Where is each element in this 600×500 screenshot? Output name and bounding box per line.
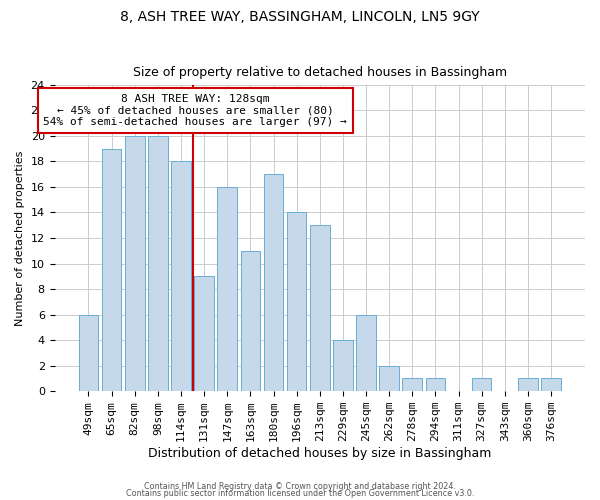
Bar xyxy=(403,378,422,391)
Text: 8 ASH TREE WAY: 128sqm
← 45% of detached houses are smaller (80)
54% of semi-det: 8 ASH TREE WAY: 128sqm ← 45% of detached… xyxy=(43,94,347,127)
Bar xyxy=(518,378,538,391)
Bar xyxy=(79,314,98,391)
Bar xyxy=(148,136,167,391)
Bar xyxy=(472,378,491,391)
Bar xyxy=(379,366,399,391)
Bar xyxy=(356,314,376,391)
Bar xyxy=(287,212,307,391)
Title: Size of property relative to detached houses in Bassingham: Size of property relative to detached ho… xyxy=(133,66,507,80)
Bar xyxy=(217,187,237,391)
Bar xyxy=(125,136,145,391)
Text: 8, ASH TREE WAY, BASSINGHAM, LINCOLN, LN5 9GY: 8, ASH TREE WAY, BASSINGHAM, LINCOLN, LN… xyxy=(120,10,480,24)
Bar xyxy=(194,276,214,391)
Bar xyxy=(102,148,121,391)
Y-axis label: Number of detached properties: Number of detached properties xyxy=(15,150,25,326)
Bar xyxy=(171,162,191,391)
Text: Contains public sector information licensed under the Open Government Licence v3: Contains public sector information licen… xyxy=(126,489,474,498)
Bar xyxy=(263,174,283,391)
Bar xyxy=(310,226,329,391)
Bar xyxy=(333,340,353,391)
X-axis label: Distribution of detached houses by size in Bassingham: Distribution of detached houses by size … xyxy=(148,447,491,460)
Bar xyxy=(541,378,561,391)
Text: Contains HM Land Registry data © Crown copyright and database right 2024.: Contains HM Land Registry data © Crown c… xyxy=(144,482,456,491)
Bar xyxy=(425,378,445,391)
Bar xyxy=(241,251,260,391)
